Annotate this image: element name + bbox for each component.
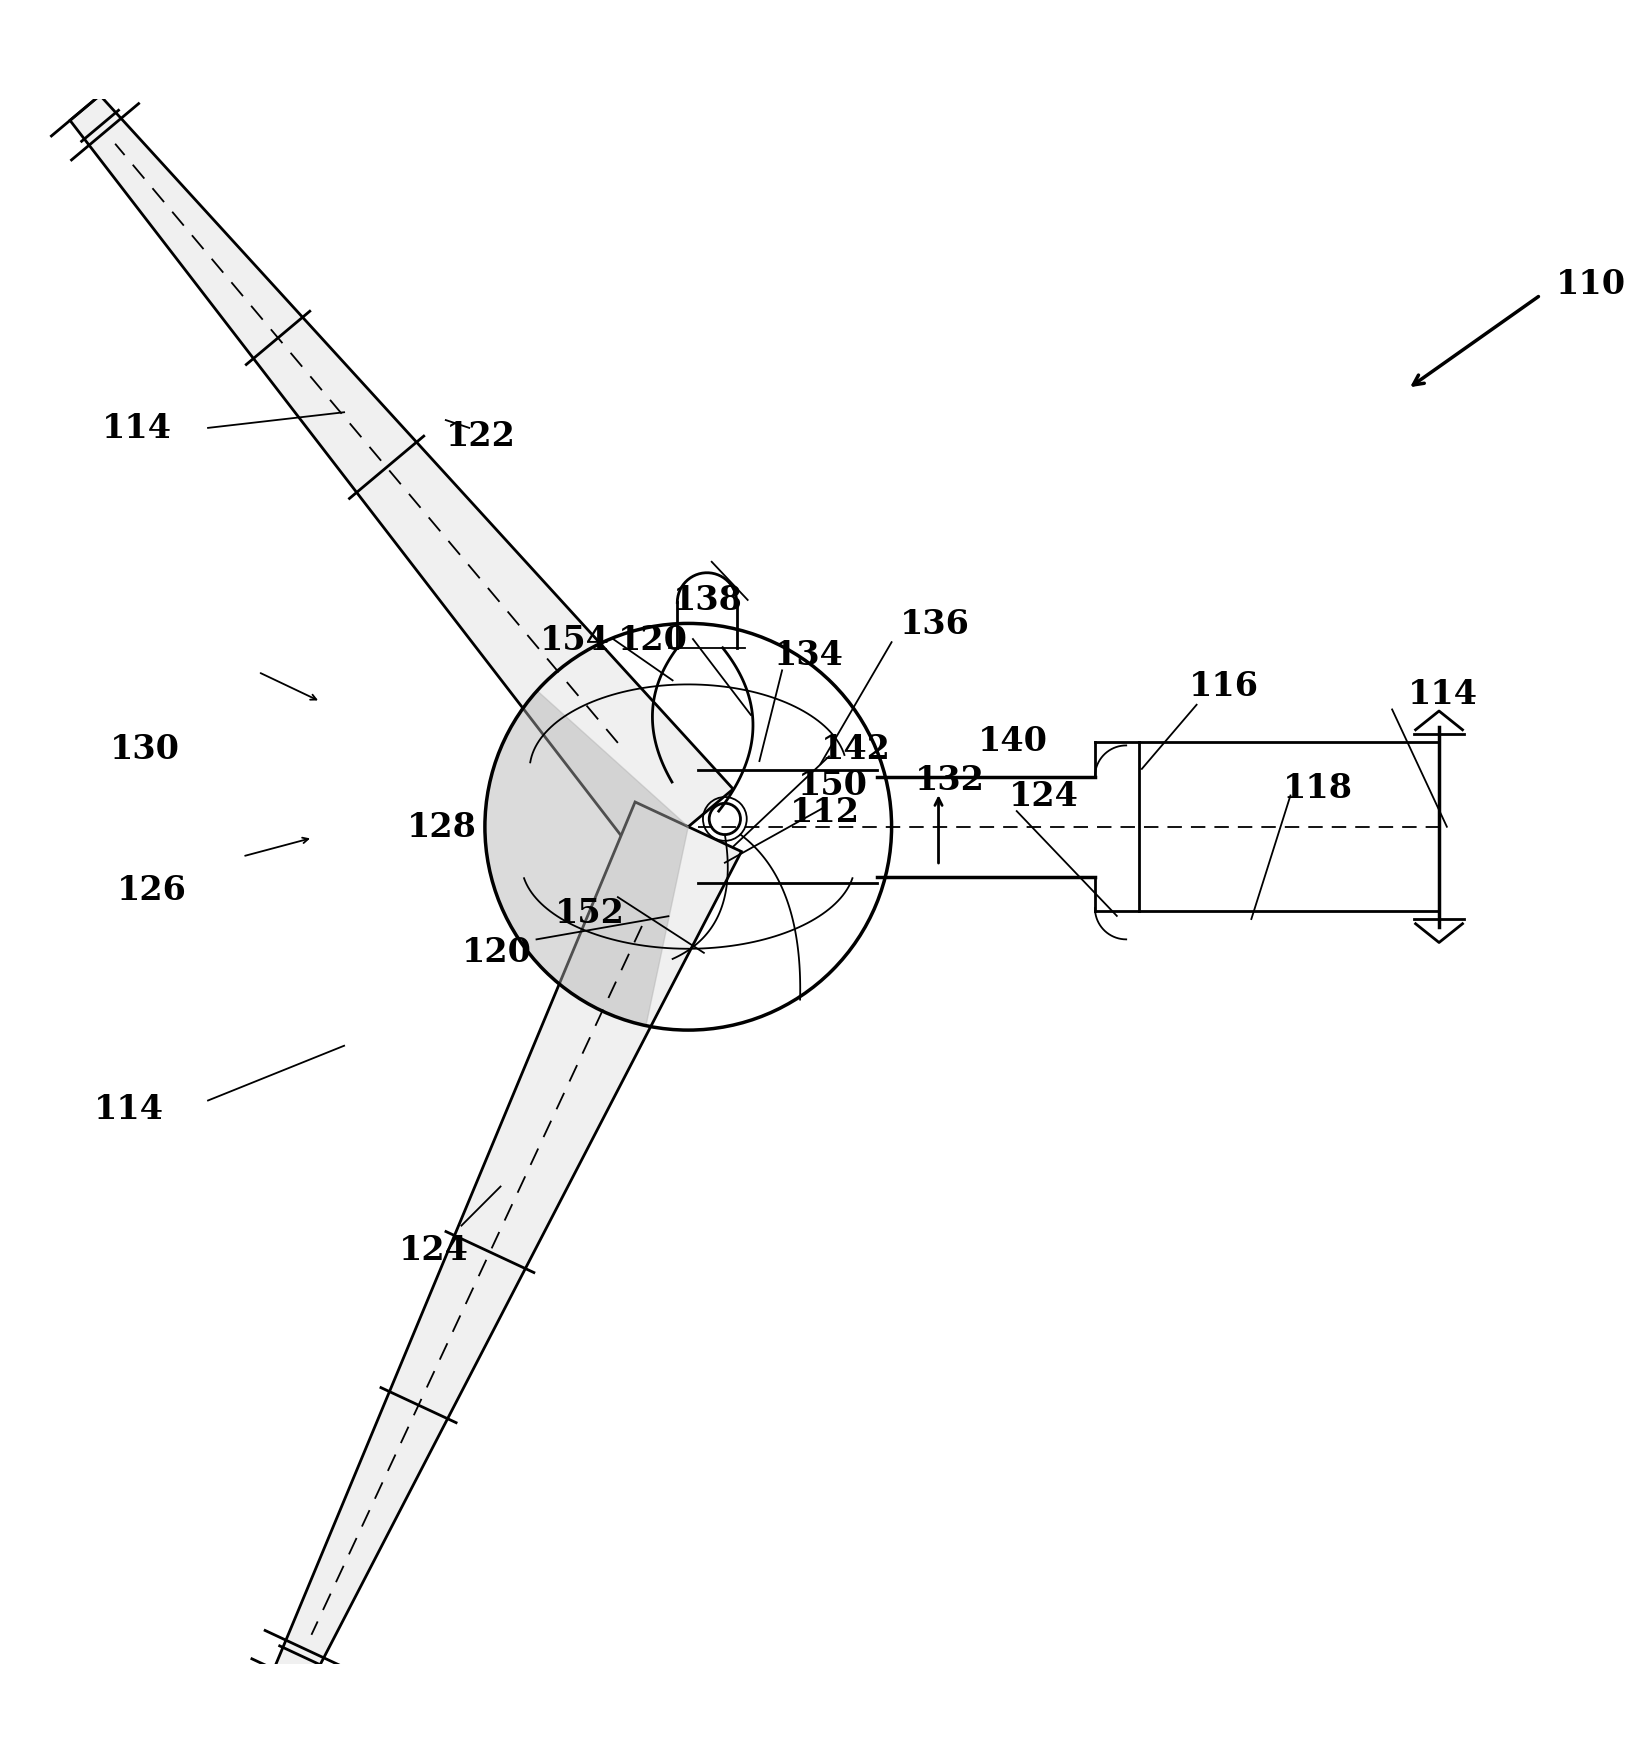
Text: 154: 154: [539, 623, 609, 656]
Text: 124: 124: [399, 1233, 469, 1267]
Polygon shape: [70, 97, 733, 864]
Text: 114: 114: [1408, 677, 1478, 711]
Text: 126: 126: [117, 873, 187, 907]
Text: 114: 114: [101, 413, 171, 445]
Text: 132: 132: [915, 764, 985, 797]
Text: 120: 120: [461, 937, 531, 968]
Polygon shape: [485, 691, 689, 1027]
Polygon shape: [274, 803, 741, 1686]
Text: 110: 110: [1556, 268, 1626, 302]
Text: 138: 138: [672, 584, 742, 617]
Text: 114: 114: [94, 1092, 164, 1125]
Circle shape: [710, 804, 741, 834]
Text: 152: 152: [555, 896, 625, 930]
Text: 120: 120: [619, 623, 689, 656]
Text: 112: 112: [790, 796, 860, 827]
Text: 122: 122: [446, 420, 516, 453]
Text: 136: 136: [899, 607, 969, 640]
Text: 134: 134: [775, 639, 845, 672]
Text: 140: 140: [978, 725, 1047, 759]
Text: 128: 128: [407, 811, 477, 843]
Text: 124: 124: [1009, 780, 1079, 813]
Text: 142: 142: [821, 732, 891, 766]
Text: 150: 150: [798, 769, 868, 801]
Text: 130: 130: [109, 732, 179, 766]
Text: 116: 116: [1188, 670, 1258, 704]
Text: 118: 118: [1283, 771, 1353, 804]
